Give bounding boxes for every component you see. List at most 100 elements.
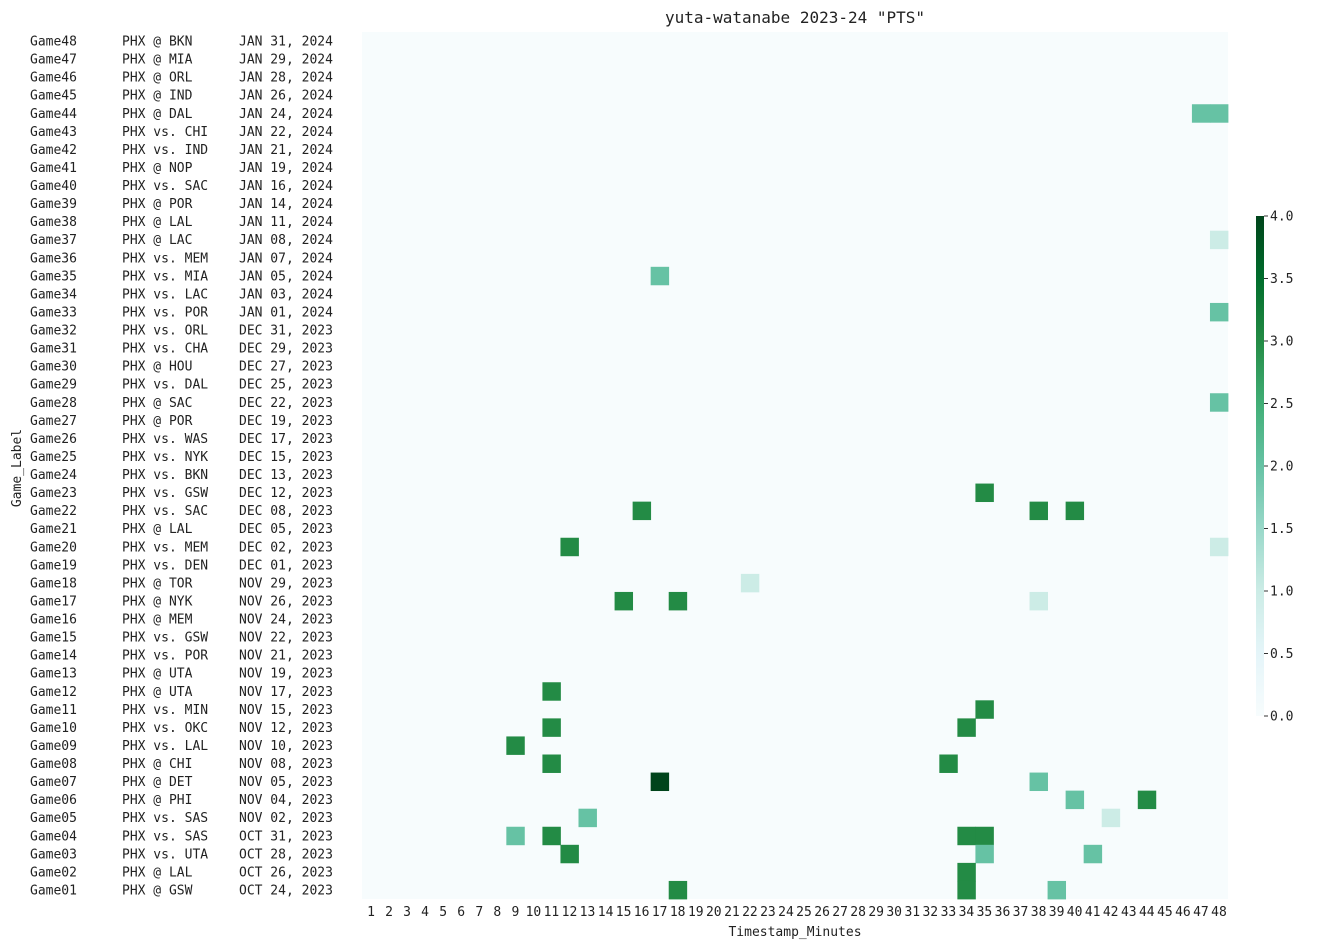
y-tick-game-label: Game38 [30,215,77,230]
y-tick-game-label: Game29 [30,378,77,393]
y-tick-matchup: PHX vs. OKC [122,721,208,736]
x-tick-label: 31 [904,905,920,920]
x-tick-label: 10 [526,905,542,920]
y-tick-matchup: PHX @ POR [122,414,193,429]
y-tick-matchup: PHX vs. NYK [122,450,208,465]
x-tick-label: 8 [493,905,501,920]
heatmap-cell [632,501,652,521]
x-tick-label: 38 [1031,905,1047,920]
heatmap-background [362,32,1228,899]
heatmap-cell [560,844,579,864]
heatmap-cell [668,591,688,611]
y-tick-matchup: PHX vs. CHI [122,125,208,140]
x-tick-label: 27 [832,905,848,920]
heatmap-cell [1191,104,1211,123]
x-tick-label: 15 [616,905,632,920]
y-tick-game-label: Game08 [30,757,77,772]
heatmap-cell [1209,537,1229,557]
y-tick-game-label: Game18 [30,576,77,591]
y-tick-matchup: PHX @ NOP [122,161,193,176]
x-tick-label: 24 [778,905,794,920]
y-tick-matchup: PHX vs. SAS [122,811,208,826]
y-tick-date: JAN 31, 2024 [239,35,333,50]
heatmap-cell [957,862,976,882]
x-tick-label: 25 [796,905,812,920]
y-tick-date: NOV 05, 2023 [239,775,333,790]
y-tick-game-label: Game36 [30,251,77,266]
colorbar-tick-label: 1.5 [1270,522,1293,537]
x-tick-label: 14 [598,905,614,920]
heatmap-cell [1209,302,1229,322]
heatmap-cell [578,808,597,828]
y-tick-matchup: PHX @ BKN [122,35,192,50]
y-tick-date: JAN 01, 2024 [239,306,333,321]
y-tick-game-label: Game42 [30,143,77,158]
heatmap-cell [957,718,976,737]
y-tick-game-label: Game06 [30,793,77,808]
x-tick-label: 34 [959,905,975,920]
y-tick-date: DEC 02, 2023 [239,540,333,555]
y-tick-game-label: Game37 [30,233,77,248]
y-tick-date: NOV 19, 2023 [239,667,333,682]
x-tick-label: 11 [544,905,560,920]
x-tick-label: 18 [670,905,686,920]
y-tick-matchup: PHX vs. POR [122,649,208,664]
x-tick-label: 3 [403,905,411,920]
y-tick-game-label: Game43 [30,125,77,140]
y-tick-date: NOV 29, 2023 [239,576,333,591]
y-tick-matchup: PHX @ UTA [122,685,193,700]
y-tick-game-label: Game21 [30,522,77,537]
y-tick-game-label: Game40 [30,179,77,194]
y-tick-date: JAN 29, 2024 [239,53,333,68]
x-tick-label: 44 [1139,905,1155,920]
y-tick-matchup: PHX @ LAC [122,233,192,248]
x-tick-label: 17 [652,905,668,920]
x-tick-label: 47 [1193,905,1209,920]
y-tick-game-label: Game17 [30,595,77,610]
colorbar: 0.0 0.5 1.0 1.5 2.0 2.5 3.0 3.5 4.0 [1256,210,1293,725]
y-tick-game-label: Game13 [30,667,77,682]
x-tick-label: 40 [1067,905,1083,920]
y-tick-game-label: Game09 [30,739,77,754]
y-tick-matchup: PHX @ HOU [122,360,192,375]
x-tick-label: 43 [1121,905,1137,920]
x-tick-label: 28 [850,905,866,920]
heatmap-cell [1065,790,1085,810]
y-tick-matchup: PHX vs. UTA [122,847,208,862]
x-tick-label: 42 [1103,905,1119,920]
y-tick-date: DEC 27, 2023 [239,360,333,375]
y-tick-date: DEC 17, 2023 [239,432,333,447]
heatmap-cell [1209,104,1229,123]
x-tick-label: 4 [421,905,429,920]
heatmap-cell [1209,393,1229,412]
x-tick-label: 7 [475,905,483,920]
colorbar-tick-label: 0.5 [1270,647,1293,662]
heatmap-cell [975,844,994,864]
y-tick-game-label: Game01 [30,884,77,899]
x-tick-label: 26 [814,905,830,920]
heatmap-cell [506,736,525,755]
y-tick-game-label: Game28 [30,396,77,411]
y-tick-date: DEC 01, 2023 [239,558,333,573]
y-tick-date: DEC 29, 2023 [239,342,333,357]
y-tick-matchup: PHX @ NYK [122,595,193,610]
y-tick-matchup: PHX vs. WAS [122,432,208,447]
x-tick-label: 36 [995,905,1011,920]
y-tick-matchup: PHX vs. MIN [122,703,208,718]
y-tick-game-label: Game25 [30,450,77,465]
y-tick-matchup: PHX vs. SAC [122,504,208,519]
heatmap-cell [957,880,976,900]
heatmap-cell [975,826,994,846]
y-tick-date: NOV 15, 2023 [239,703,333,718]
y-tick-date: JAN 21, 2024 [239,143,333,158]
x-tick-label: 33 [941,905,957,920]
heatmap-cell [1209,230,1229,250]
y-tick-date: JAN 16, 2024 [239,179,333,194]
y-tick-date: OCT 28, 2023 [239,847,333,862]
y-tick-date: JAN 24, 2024 [239,107,333,122]
y-tick-date: JAN 07, 2024 [239,251,333,266]
y-tick-game-label: Game30 [30,360,77,375]
y-tick-matchup: PHX vs. SAC [122,179,208,194]
heatmap-cell [506,826,525,846]
y-tick-game-label: Game16 [30,613,77,628]
